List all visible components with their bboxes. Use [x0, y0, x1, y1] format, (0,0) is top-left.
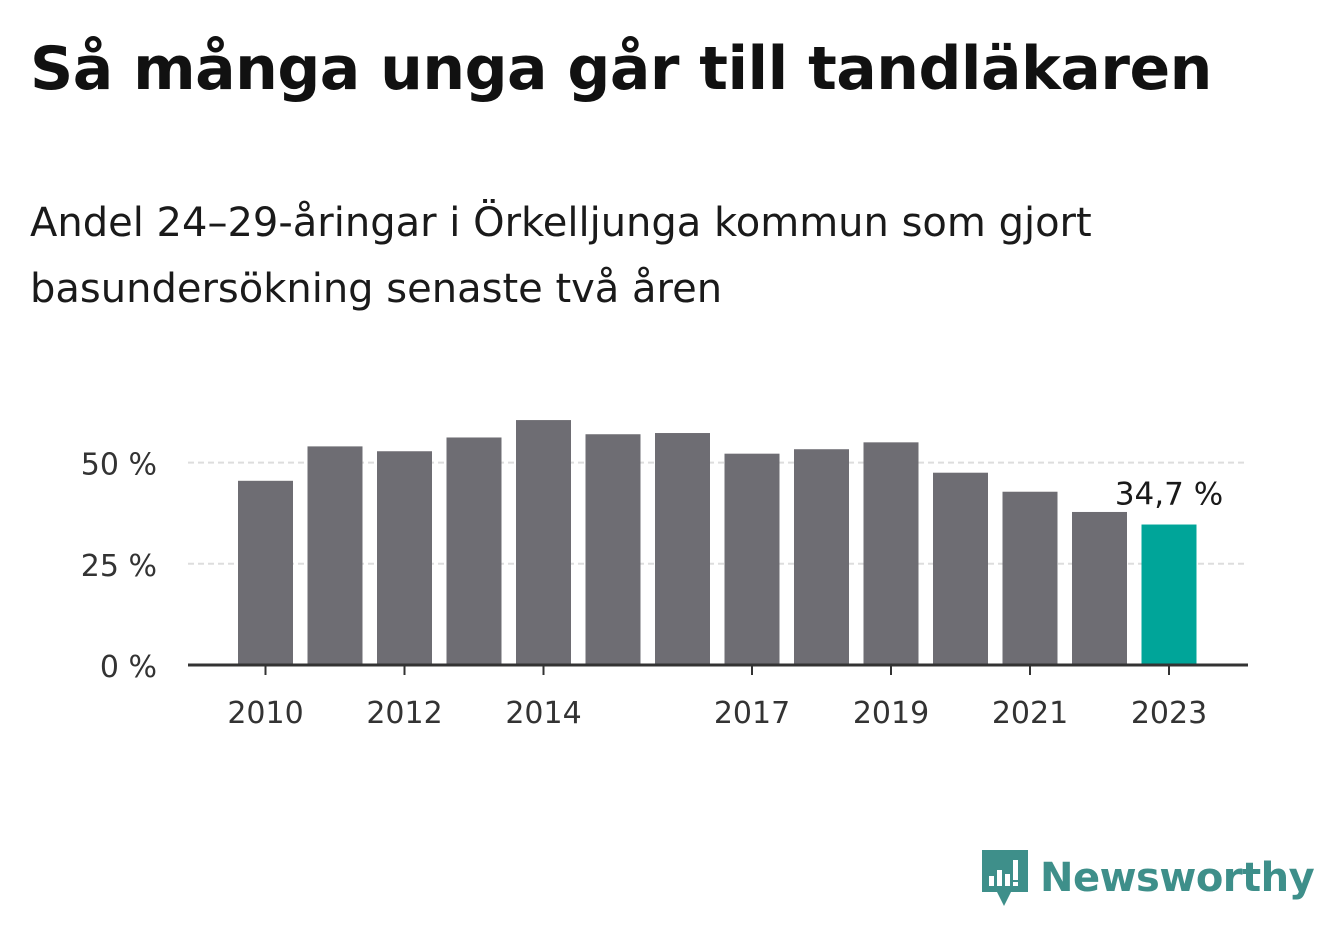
bar	[1072, 511, 1127, 665]
chart-title: Så många unga går till tandläkaren	[30, 34, 1212, 104]
brand-logo: Newsworthy	[980, 848, 1315, 908]
bar	[377, 451, 432, 665]
bar	[655, 433, 710, 665]
x-tick-label: 2010	[227, 696, 303, 731]
x-tick-label: 2019	[853, 696, 929, 731]
data-label: 34,7 %	[1115, 477, 1223, 513]
bar	[446, 437, 502, 665]
bar	[585, 434, 641, 665]
y-tick-label: 50 %	[81, 448, 157, 483]
labels: 0 % 25 % 50 % 2010 2012 2014 2017 2019 2021 2023 3…	[81, 448, 1223, 731]
y-tick-label: 25 %	[81, 549, 157, 584]
chart-subtitle: Andel 24–29-åringar i Örkelljunga kommun…	[30, 200, 1092, 312]
bar	[1141, 524, 1197, 665]
x-tick-label: 2021	[992, 696, 1068, 731]
gridlines	[188, 461, 1248, 565]
bar	[933, 472, 988, 665]
x-tick-label: 2014	[505, 696, 581, 731]
bars	[238, 420, 1197, 665]
bar	[863, 442, 919, 665]
newsworthy-logo-icon	[982, 850, 1028, 906]
y-tick-label: 0 %	[100, 650, 157, 685]
brand-name: Newsworthy	[1040, 855, 1315, 901]
x-tick-label: 2017	[714, 696, 790, 731]
axes	[188, 663, 1248, 675]
bar	[724, 453, 780, 665]
bar	[1002, 491, 1058, 665]
bar	[794, 449, 849, 665]
bar-chart: 0 % 25 % 50 % 2010 2012 2014 2017 2019 2021 2023 3…	[81, 420, 1248, 731]
x-tick-label: 2023	[1131, 696, 1207, 731]
x-tick-label: 2012	[366, 696, 442, 731]
bar	[516, 420, 571, 665]
bar	[307, 446, 363, 665]
bar	[238, 480, 293, 665]
